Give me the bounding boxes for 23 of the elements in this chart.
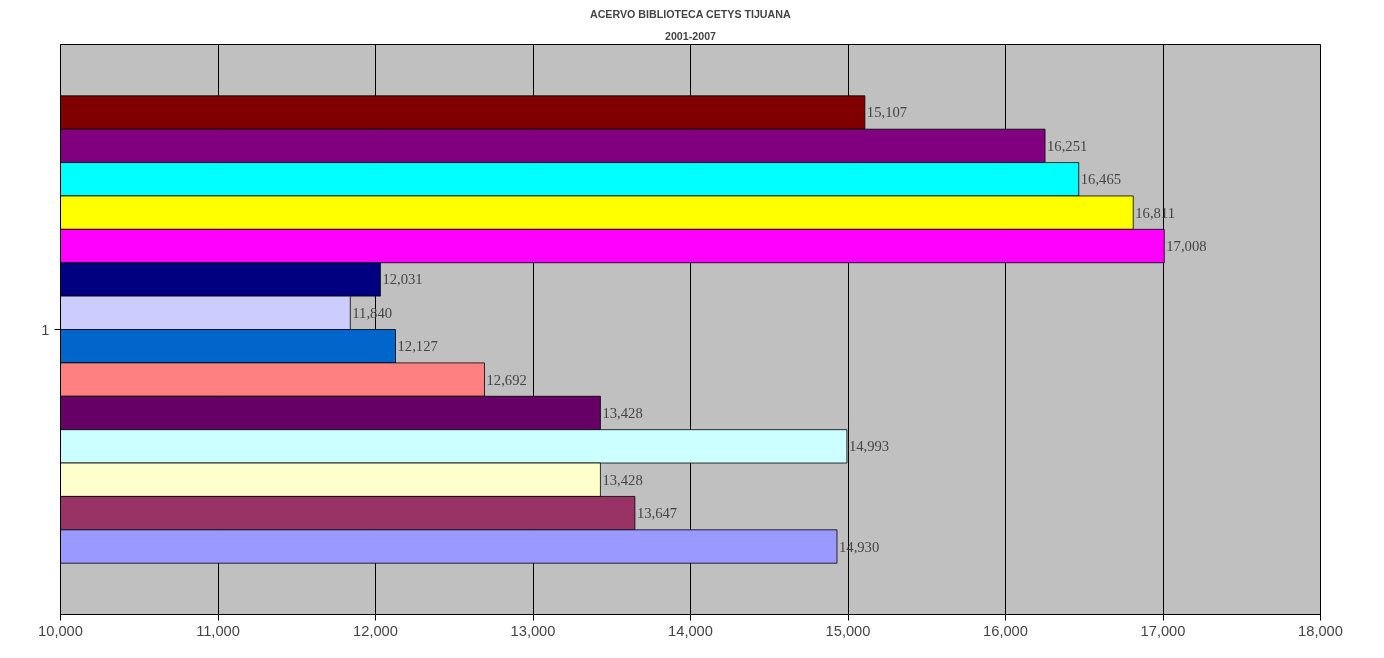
data-label: 14,993 (848, 438, 890, 455)
x-tick-label: 16,000 (983, 622, 1028, 639)
data-label: 13,428 (602, 471, 643, 488)
data-label: 16,465 (1080, 171, 1122, 188)
data-label: 15,107 (866, 104, 908, 121)
x-tick-label: 13,000 (510, 622, 556, 639)
data-label: 13,428 (602, 404, 643, 421)
chart-subtitle: 2001-2007 (665, 29, 717, 42)
x-tick-label: 10,000 (38, 622, 83, 639)
chart-title: ACERVO BIBLIOTECA CETYS TIJUANA (589, 7, 791, 20)
x-tick-label: 17,000 (1140, 622, 1186, 639)
x-tick-label: 18,000 (1298, 622, 1343, 639)
data-label: 17,008 (1166, 238, 1207, 255)
x-tick-label: 15,000 (825, 622, 871, 639)
data-label: 13,647 (636, 505, 678, 522)
x-tick-label: 12,000 (353, 622, 398, 639)
y-tick-label: 1 (41, 321, 50, 338)
data-label: 12,692 (486, 371, 527, 388)
x-tick-label: 14,000 (668, 622, 713, 639)
data-label: 12,031 (382, 271, 423, 288)
data-label: 16,251 (1047, 137, 1088, 154)
x-tick-label: 11,000 (196, 622, 240, 639)
data-label: 12,127 (397, 338, 438, 355)
